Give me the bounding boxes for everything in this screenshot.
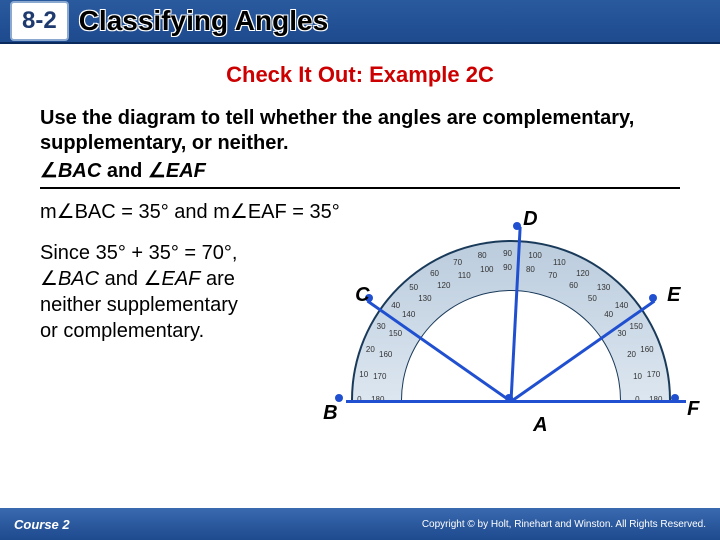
explanation: Since 35° + 35° = 70°, ∠BAC and ∠EAF are… [40,240,321,440]
ray [511,400,686,403]
tick-label: 160 [379,350,392,359]
measure-line: m∠BAC = 35° and m∠EAF = 35° [40,199,680,224]
tick-label: 90 [503,263,512,272]
ang-sym: ∠ [144,268,162,290]
angle-symbol: ∠ [40,160,58,182]
tick-label: 140 [615,301,628,310]
tick-label: 60 [430,269,439,278]
angle-symbol: ∠ [148,160,166,182]
tick-label: 80 [478,251,487,260]
tick-label: 20 [627,350,636,359]
tick-label: 30 [617,329,626,338]
ang-bac: BAC [58,268,99,290]
label-e: E [667,284,680,307]
ang-eaf: EAF [161,268,200,290]
angles-row: ∠BAC and ∠EAF [40,158,680,189]
tick-label: 40 [604,310,613,319]
section-badge: 8-2 [12,3,67,39]
ang-sym: ∠ [40,268,58,290]
tick-label: 130 [597,283,610,292]
line4: or complementary. [40,318,321,344]
tick-label: 110 [458,271,471,280]
tick-label: 80 [526,265,535,274]
copyright: Copyright © by Holt, Rinehart and Winsto… [422,519,706,530]
tick-label: 100 [480,265,493,274]
ray [346,400,511,403]
tick-label: 10 [359,370,368,379]
tick-label: 10 [633,372,642,381]
tick-label: 120 [576,269,589,278]
tick-label: 30 [377,322,386,331]
label-b: B [323,402,337,425]
tick-label: 70 [548,271,557,280]
tick-label: 160 [640,345,653,354]
instruction: Use the diagram to tell whether the angl… [40,106,680,156]
line2: ∠BAC and ∠EAF are [40,266,321,292]
tick-label: 130 [418,294,431,303]
line1: Since 35° + 35° = 70°, [40,240,321,266]
label-d: D [523,208,537,231]
tick-label: 170 [647,370,660,379]
tick-label: 110 [553,258,566,267]
line3: neither supplementary [40,292,321,318]
tick-label: 70 [453,258,462,267]
course-label: Course 2 [14,517,70,532]
tick-label: 120 [437,281,450,290]
label-f: F [687,398,699,421]
subtitle: Check It Out: Example 2C [0,62,720,88]
tick-label: 90 [503,249,512,258]
footer: Course 2 Copyright © by Holt, Rinehart a… [0,508,720,540]
point-b [335,394,343,402]
are: are [200,268,234,290]
point-e [649,294,657,302]
tick-label: 150 [389,329,402,338]
tick-label: 20 [366,345,375,354]
angle-eaf: EAF [166,160,206,182]
protractor-diagram: 0180101702016030150401405013060120701108… [331,240,680,440]
tick-label: 60 [569,281,578,290]
label-c: C [355,284,369,307]
tick-label: 40 [391,301,400,310]
header-bar: 8-2 Classifying Angles [0,0,720,44]
tick-label: 150 [630,322,643,331]
page-title: Classifying Angles [79,5,328,37]
angle-bac: BAC [58,160,101,182]
tick-label: 50 [409,283,418,292]
and-text: and [101,160,148,182]
content: Use the diagram to tell whether the angl… [0,106,720,440]
tick-label: 50 [588,294,597,303]
tick-label: 140 [402,310,415,319]
tick-label: 170 [373,372,386,381]
body-row: Since 35° + 35° = 70°, ∠BAC and ∠EAF are… [40,240,680,440]
label-a: A [533,414,547,437]
tick-label: 100 [528,251,541,260]
and2: and [99,268,143,290]
